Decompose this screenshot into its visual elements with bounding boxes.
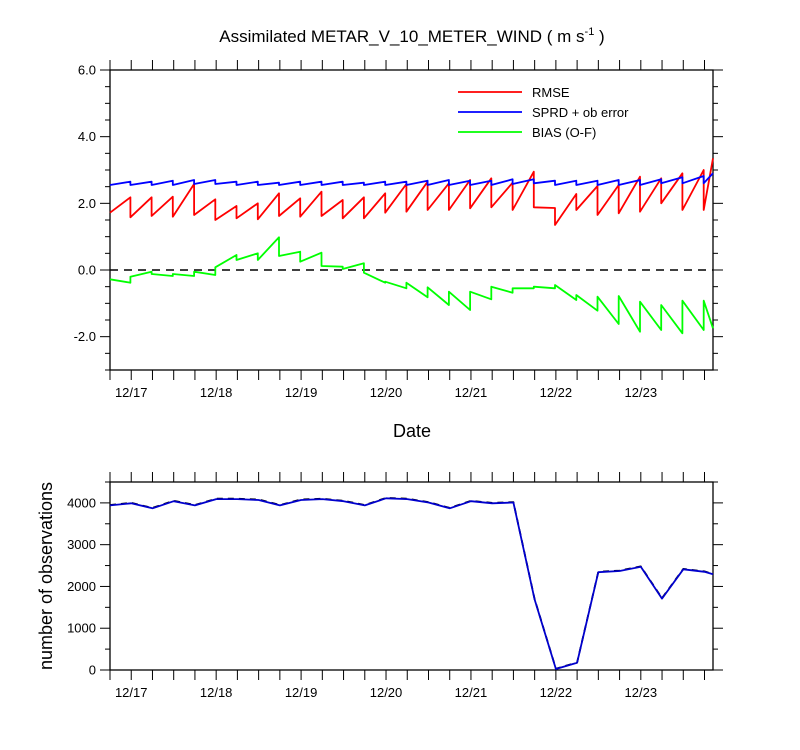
top-y-tick-labels: -2.0 0.0 2.0 4.0 6.0: [74, 63, 96, 345]
bottom-series-assimilated: [109, 497, 714, 670]
top-series-bias-o-f: [109, 236, 714, 335]
top-x-tick-label: 12/19: [285, 385, 318, 400]
top-y-tick-label: 4.0: [78, 129, 96, 144]
bottom-y-axis-title: number of observations: [36, 482, 56, 670]
bottom-y-tick-label: 0: [89, 663, 96, 678]
top-y-tick-label: 6.0: [78, 63, 96, 78]
top-x-tick-label: 12/20: [370, 385, 403, 400]
bottom-x-tick-label: 12/22: [540, 685, 573, 700]
top-series-rmse: [109, 158, 714, 226]
bottom-x-tick-label: 12/17: [115, 685, 148, 700]
bottom-y-tick-label: 3000: [67, 537, 96, 552]
top-x-tick-labels: 12/17 12/18 12/19 12/20 12/21 12/22 12/23: [115, 385, 657, 400]
chart-title-close: ): [594, 27, 604, 46]
top-x-tick-label: 12/21: [455, 385, 488, 400]
top-y-tick-label: 0.0: [78, 263, 96, 278]
bottom-x-tick-label: 12/18: [200, 685, 233, 700]
bottom-y-tick-label: 2000: [67, 579, 96, 594]
bottom-y-tick-label: 4000: [67, 495, 96, 510]
bottom-series-group: [109, 496, 714, 670]
bottom-y-tick-label: 1000: [67, 621, 96, 636]
top-series-group: [109, 158, 714, 335]
top-y-tick-label: 2.0: [78, 196, 96, 211]
top-x-tick-label: 12/23: [625, 385, 658, 400]
bottom-plot-frame: [109, 481, 714, 671]
bottom-x-tick-labels: 12/17 12/18 12/19 12/20 12/21 12/22 12/23: [115, 685, 657, 700]
chart-title-main: Assimilated METAR_V_10_METER_WIND ( m s: [219, 27, 584, 46]
top-x-axis-title: Date: [393, 421, 431, 441]
top-tick-marks: [100, 60, 723, 380]
bottom-x-tick-label: 12/19: [285, 685, 318, 700]
chart-title: Assimilated METAR_V_10_METER_WIND ( m s-…: [219, 26, 604, 46]
legend-label-rmse: RMSE: [532, 85, 570, 100]
bottom-x-tick-label: 12/20: [370, 685, 403, 700]
legend: RMSE SPRD + ob error BIAS (O-F): [458, 85, 629, 140]
top-x-tick-label: 12/17: [115, 385, 148, 400]
bottom-tick-marks: [100, 472, 723, 680]
top-series-sprd-ob-error: [109, 172, 714, 186]
bottom-y-tick-labels: 0 1000 2000 3000 4000: [67, 495, 96, 677]
top-x-tick-label: 12/22: [540, 385, 573, 400]
legend-label-sprd: SPRD + ob error: [532, 105, 629, 120]
top-x-tick-label: 12/18: [200, 385, 233, 400]
chart-title-superscript: -1: [585, 26, 595, 38]
legend-label-bias: BIAS (O-F): [532, 125, 596, 140]
bottom-series-possible: [109, 496, 714, 670]
top-y-tick-label: -2.0: [74, 329, 96, 344]
bottom-x-tick-label: 12/21: [455, 685, 488, 700]
bottom-x-tick-label: 12/23: [625, 685, 658, 700]
